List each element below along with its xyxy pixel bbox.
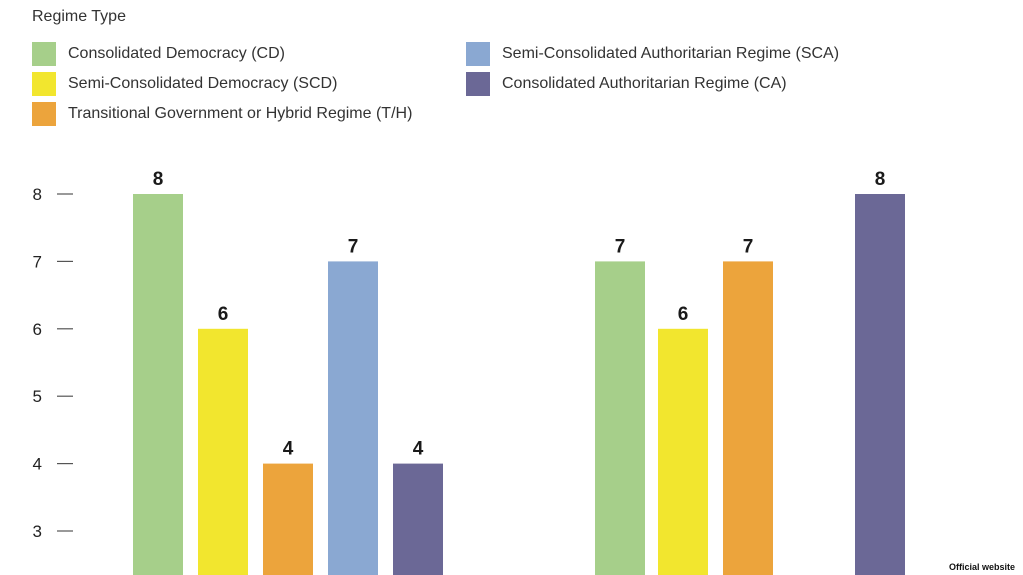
y-tick-label: 3: [33, 522, 42, 541]
bar-cd-group-1: [133, 194, 183, 575]
bar-sca-group-1: [328, 261, 378, 575]
legend-label-scd: Semi-Consolidated Democracy (SCD): [68, 75, 338, 92]
y-tick-label: 5: [33, 387, 42, 406]
legend-item-scd: Semi-Consolidated Democracy (SCD): [32, 72, 337, 96]
bar-th-group-2: [723, 261, 773, 575]
bar-value-label: 7: [615, 236, 626, 257]
bar-th-group-1: [263, 463, 313, 575]
legend-label-ca: Consolidated Authoritarian Regime (CA): [502, 75, 787, 92]
y-tick-label: 8: [33, 185, 42, 204]
bar-cd-group-2: [595, 261, 645, 575]
legend-item-th: Transitional Government or Hybrid Regime…: [32, 102, 412, 126]
bar-value-label: 6: [678, 304, 689, 325]
legend-label-sca: Semi-Consolidated Authoritarian Regime (…: [502, 45, 840, 62]
bar-value-label: 7: [348, 236, 359, 257]
legend-item-sca: Semi-Consolidated Authoritarian Regime (…: [466, 42, 839, 66]
y-tick-label: 4: [33, 455, 42, 474]
bar-scd-group-1: [198, 328, 248, 575]
legend-title: Regime Type: [32, 8, 126, 25]
bar-value-label: 4: [413, 439, 424, 460]
legend-item-cd: Consolidated Democracy (CD): [32, 42, 285, 66]
legend-item-ca: Consolidated Authoritarian Regime (CA): [466, 72, 787, 96]
bar-scd-group-2: [658, 328, 708, 575]
legend-swatch-ca: [466, 72, 490, 96]
legend-label-th: Transitional Government or Hybrid Regime…: [68, 105, 413, 122]
legend-swatch-sca: [466, 42, 490, 66]
y-tick-label: 6: [33, 320, 42, 339]
bar-value-label: 7: [743, 236, 754, 257]
legend-swatch-scd: [32, 72, 56, 96]
legend-swatch-th: [32, 102, 56, 126]
legend-label-cd: Consolidated Democracy (CD): [68, 45, 285, 62]
y-tick-label: 7: [33, 252, 42, 271]
bar-ca-group-2: [855, 194, 905, 575]
bar-value-label: 4: [283, 439, 294, 460]
bar-ca-group-1: [393, 463, 443, 575]
bar-value-label: 8: [153, 169, 164, 190]
bar-value-label: 8: [875, 169, 886, 190]
watermark: Official website: [948, 562, 1015, 572]
bar-value-label: 6: [218, 304, 229, 325]
legend-swatch-cd: [32, 42, 56, 66]
